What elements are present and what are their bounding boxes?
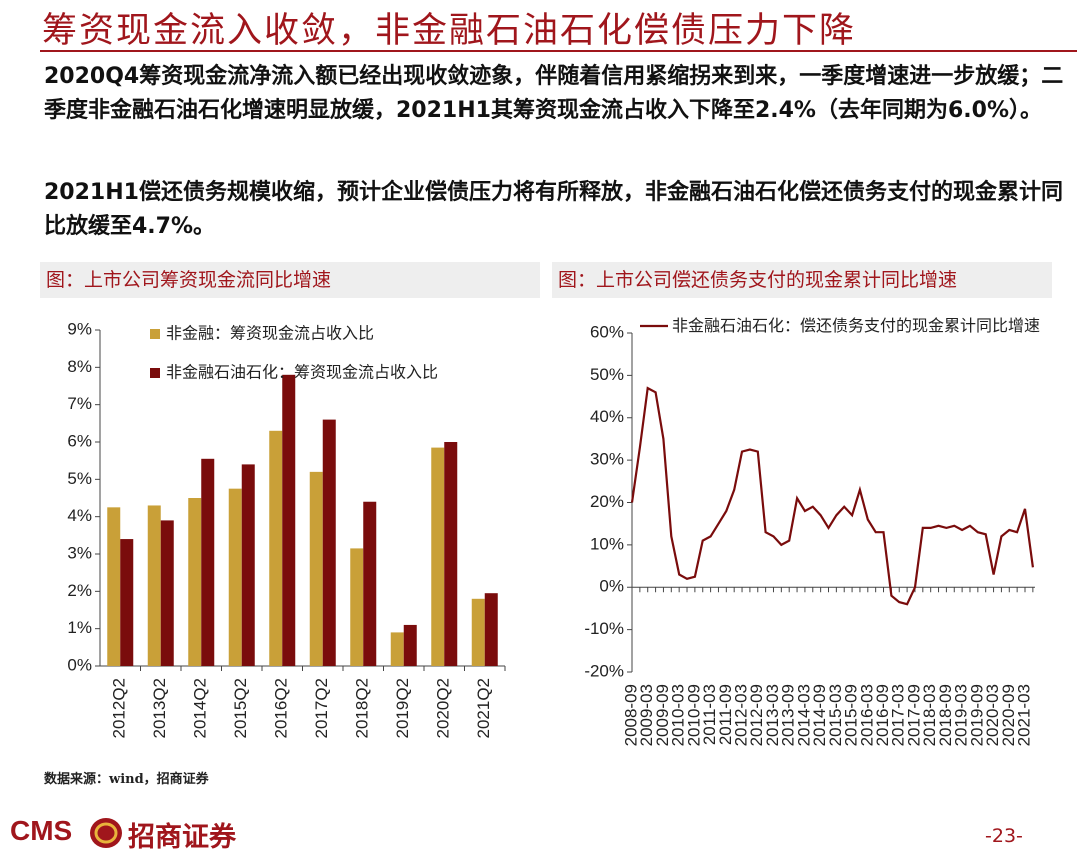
bar (120, 539, 134, 666)
y-tick-label: 6% (67, 431, 92, 450)
legend-label: 非金融石油石化：筹资现金流占收入比 (166, 363, 438, 382)
bar (107, 507, 121, 666)
x-tick-label: 2011-03 (700, 684, 719, 745)
y-tick-label: 8% (67, 357, 92, 376)
paragraph: 2020Q4筹资现金流净流入额已经出现收敛迹象，伴随着信用紧缩拐来到来，一季度增… (44, 64, 1064, 123)
x-tick-label: 2017-03 (889, 684, 908, 746)
x-tick-label: 2016-03 (857, 684, 876, 746)
bar (350, 548, 364, 666)
source: 数据来源：wind，招商证券 (44, 772, 209, 787)
y-tick-label: 0% (599, 577, 624, 596)
bar (431, 447, 445, 666)
x-tick-label: 2021-03 (1014, 684, 1033, 746)
y-tick-label: 30% (590, 450, 624, 469)
bar (471, 598, 485, 666)
legend-label: 非金融石油石化：偿还债务支付的现金累计同比增速 (672, 316, 1041, 335)
y-tick-label: 20% (590, 492, 624, 511)
logo-text: 招商证券 (128, 822, 236, 853)
bar (322, 419, 336, 666)
x-tick-label: 2009-09 (653, 684, 672, 746)
x-tick-label: 2014-03 (794, 684, 813, 746)
y-tick-label: -10% (584, 619, 624, 638)
x-tick-label: 2020Q2 (434, 678, 453, 739)
y-tick-label: 5% (67, 469, 92, 488)
page-number: -23- (985, 825, 1023, 847)
y-tick-label: 40% (590, 407, 624, 426)
x-tick-label: 2009-03 (637, 684, 656, 746)
line (630, 386, 1034, 606)
bar (309, 471, 323, 666)
logo-text: CMS (10, 815, 73, 846)
x-tick-label: 2018-03 (920, 684, 939, 746)
bar (363, 501, 377, 666)
x-tick-label: 2020-03 (983, 684, 1002, 746)
y-tick-label: 4% (67, 506, 92, 525)
bar (390, 632, 404, 666)
bar (160, 520, 174, 666)
x-tick-label: 2012Q2 (110, 678, 129, 739)
y-tick-label: 1% (67, 618, 92, 637)
x-tick-label: 2018-09 (936, 684, 955, 746)
x-tick-label: 2014-09 (810, 684, 829, 746)
bar (147, 505, 161, 666)
legend-swatch (150, 368, 160, 378)
bar (201, 458, 215, 666)
bar (228, 488, 242, 666)
paragraph: 2021H1偿还债务规模收缩，预计企业偿债压力将有所释放，非金融石油石化偿还债务… (44, 180, 1063, 239)
bar (403, 624, 417, 666)
x-tick-label: 2016-09 (873, 684, 892, 746)
legend-swatch (150, 329, 160, 339)
legend-label: 非金融：筹资现金流占收入比 (166, 324, 374, 343)
x-tick-label: 2019-03 (952, 684, 971, 746)
x-tick-label: 2013Q2 (150, 678, 169, 739)
x-tick-label: 2011-09 (716, 684, 735, 745)
x-tick-label: 2019Q2 (393, 678, 412, 739)
x-tick-label: 2010-09 (684, 684, 703, 746)
bar (444, 442, 458, 666)
title-rule (40, 50, 1077, 52)
y-tick-label: 9% (67, 319, 92, 338)
x-tick-label: 2017Q2 (312, 678, 331, 739)
y-tick-label: 2% (67, 581, 92, 600)
x-tick-label: 2013-09 (779, 684, 798, 746)
bar (269, 430, 283, 666)
x-tick-label: 2008-09 (621, 684, 640, 746)
x-tick-label: 2018Q2 (353, 678, 372, 739)
bar (188, 498, 202, 666)
x-tick-label: 2015-09 (842, 684, 861, 746)
x-tick-label: 2015-03 (826, 684, 845, 746)
x-tick-label: 2012-09 (747, 684, 766, 746)
x-tick-label: 2019-09 (967, 684, 986, 746)
x-tick-label: 2020-09 (999, 684, 1018, 746)
y-tick-label: -20% (584, 661, 624, 680)
x-tick-label: 2012-03 (732, 684, 751, 746)
y-tick-label: 60% (590, 322, 624, 341)
x-tick-label: 2021Q2 (474, 678, 493, 739)
y-tick-label: 0% (67, 655, 92, 674)
x-tick-label: 2013-03 (763, 684, 782, 746)
bar (484, 593, 498, 666)
page-title: 筹资现金流入收敛，非金融石油石化偿债压力下降 (42, 11, 857, 51)
x-tick-label: 2010-03 (669, 684, 688, 746)
chart-title: 图：上市公司筹资现金流同比增速 (40, 262, 540, 298)
chart-title: 图：上市公司偿还债务支付的现金累计同比增速 (552, 262, 1052, 298)
y-tick-label: 3% (67, 543, 92, 562)
x-tick-label: 2017-09 (904, 684, 923, 746)
y-tick-label: 50% (590, 365, 624, 384)
logo-icon (90, 818, 122, 848)
y-tick-label: 7% (67, 394, 92, 413)
y-tick-label: 10% (590, 534, 624, 553)
x-tick-label: 2015Q2 (231, 678, 250, 739)
x-tick-label: 2014Q2 (191, 678, 210, 739)
bar (282, 374, 296, 666)
bar (241, 464, 255, 666)
x-tick-label: 2016Q2 (272, 678, 291, 739)
